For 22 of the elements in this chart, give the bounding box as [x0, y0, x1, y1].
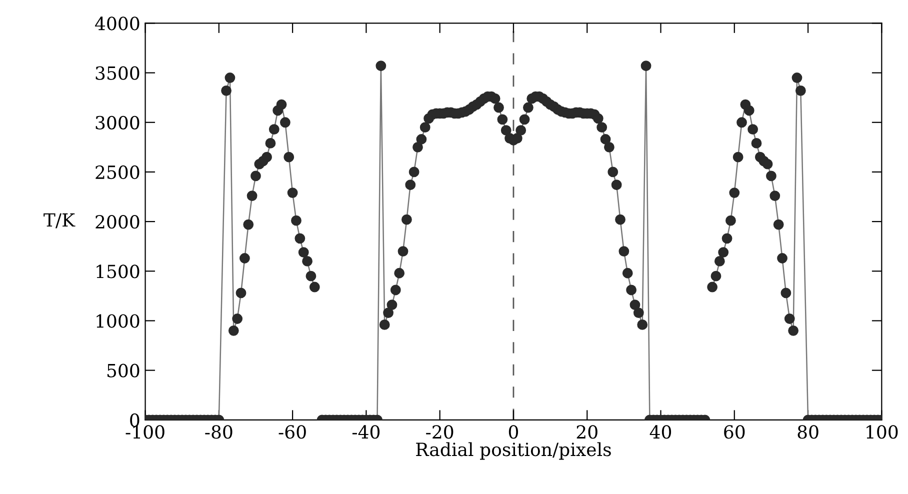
x-tick-label: 80	[798, 425, 818, 439]
x-tick-label: 40	[650, 425, 672, 439]
y-tick-label: 1000	[96, 314, 140, 328]
x-tick-label: 20	[576, 425, 598, 439]
x-tick-label: -80	[205, 425, 232, 439]
y-axis-title: T/K	[44, 213, 76, 228]
y-tick-label: 3500	[96, 66, 140, 80]
y-tick-label: 4000	[95, 16, 140, 30]
y-tick-label: 1500	[96, 264, 140, 278]
x-tick-label: -60	[278, 425, 306, 439]
y-tick-label: 2000	[96, 215, 140, 229]
y-tick-label: 500	[107, 364, 140, 378]
y-tick-label: 0	[130, 413, 140, 428]
x-axis-title: Radial position/pixels	[416, 442, 611, 460]
y-tick-label: 2500	[96, 165, 140, 180]
x-tick-label: 100	[866, 425, 898, 439]
x-tick-label: 0	[508, 425, 518, 439]
y-tick-label: 3000	[96, 116, 140, 130]
x-tick-label: -20	[426, 425, 454, 439]
x-tick-label: -40	[352, 425, 380, 439]
x-tick-label: 60	[724, 425, 745, 439]
x-tick-label: -100	[126, 425, 164, 439]
